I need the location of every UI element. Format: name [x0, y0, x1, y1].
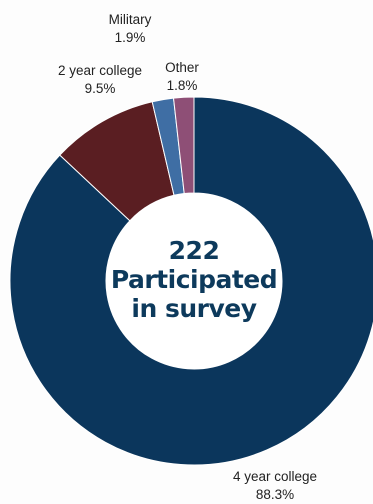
slice-label-value: 1.9%	[114, 30, 146, 45]
slice-label-military: Military 1.9%	[90, 11, 170, 47]
center-line-2: Participated	[110, 265, 278, 294]
slice-label-value: 88.3%	[255, 487, 295, 502]
slice-label-text: Other	[165, 60, 199, 75]
slice-label-value: 1.8%	[166, 78, 198, 93]
donut-center-text: 222 Participated in survey	[94, 236, 294, 323]
slice-label-value: 9.5%	[84, 81, 116, 96]
slice-label-text: 4 year college	[232, 469, 318, 484]
center-line-3: in survey	[131, 294, 257, 323]
slice-label-text: 2 year college	[57, 63, 143, 78]
donut-hole	[106, 193, 282, 369]
slice-label-other: Other 1.8%	[152, 59, 212, 95]
slice-label-text: Military	[108, 12, 152, 27]
participant-count: 222	[168, 236, 220, 265]
slice-label-2-year-college: 2 year college 9.5%	[40, 62, 160, 98]
slice-label-4-year-college: 4 year college 88.3%	[215, 468, 335, 504]
